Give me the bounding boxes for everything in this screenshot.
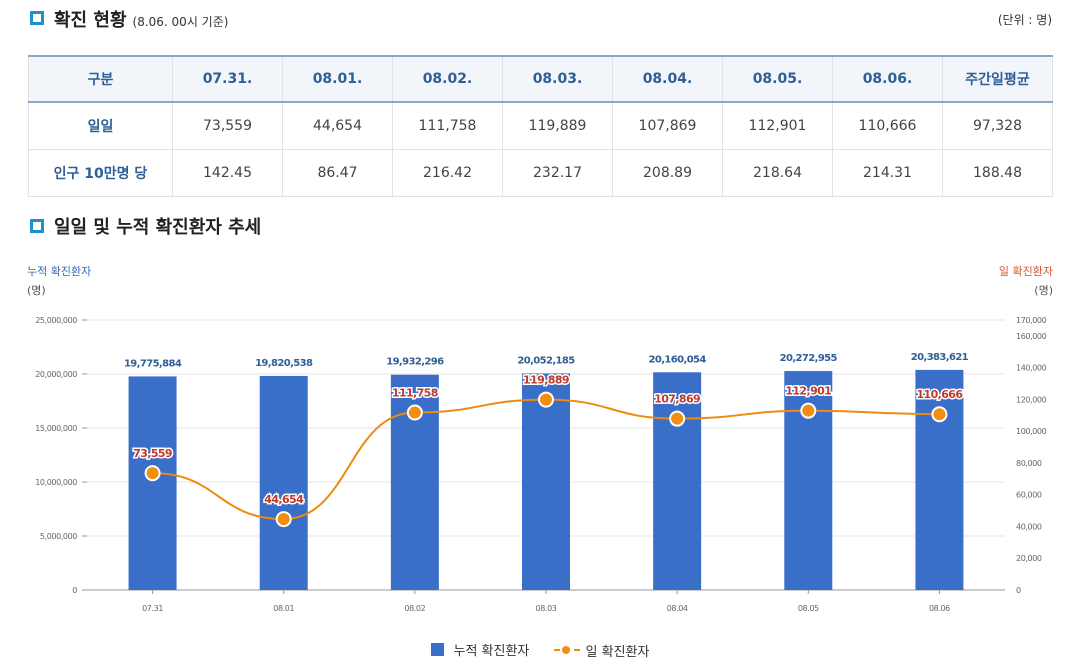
daily-value-label: 44,654 [264,493,304,506]
table-header-cell: 08.06. [832,55,943,103]
bar-value-label: 19,820,538 [255,358,313,369]
left-tick-label: 15,000,000 [35,424,77,433]
daily-cases-point [669,410,686,427]
status-section-title: 확진 현황 (8.06. 00시 기준) [54,6,228,32]
trend-section-title: 일일 및 누적 확진환자 추세 [54,217,262,238]
confirmed-cases-chart: 누적 확진환자 (명) 일 확진환자 (명) 25,000,000 20,000,000 1… [27,264,1053,613]
left-axis-title: 누적 확진환자 [27,265,91,278]
right-tick-label: 100,000 [1016,427,1047,436]
table-row: 일일 73,559 44,654 111,758 119,889 107,869… [28,101,1053,150]
daily-cases-point [800,402,817,419]
bar-cumulative [259,375,308,590]
daily-value-label: 111,758 [392,387,438,400]
table-header-cell: 08.03. [502,55,613,103]
legend-label: 누적 확진환자 [453,644,530,659]
daily-value-label: 73,559 [133,447,172,460]
daily-stats-table: 구분 07.31. 08.01. 08.02. 08.03. 08.04. 08… [28,55,1053,197]
x-tick-label: 08.01 [273,604,294,613]
left-tick-label: 0 [72,586,77,595]
table-cell: 188.48 [942,149,1053,197]
table-cell: 142.45 [172,149,283,197]
legend-bar-swatch [430,643,444,656]
bar-value-label: 19,932,296 [386,357,444,368]
bar-cumulative [915,369,964,590]
daily-cases-point [538,391,554,408]
right-tick-label: 0 [1016,586,1021,595]
table-cell: 216.42 [392,149,503,197]
right-tick-label: 40,000 [1016,522,1042,531]
bar-cumulative [128,376,177,590]
x-tick-label: 08.06 [929,604,950,613]
section-bullet-icon [30,219,44,233]
table-header-cell: 주간일평균 [942,55,1053,103]
daily-value-label: 110,666 [916,388,963,401]
legend-item-cumulative: 누적 확진환자 [430,640,530,659]
left-tick-label: 25,000,000 [35,316,77,325]
bar-cumulative [522,373,570,590]
x-tick-label: 08.03 [536,604,557,613]
legend-line-swatch [553,644,580,656]
table-cell: 97,328 [942,101,1053,150]
table-cell: 86.47 [282,149,393,197]
right-axis-unit: (명) [1034,284,1053,297]
status-title-text: 확진 현황 [54,10,127,31]
table-header-cell: 08.01. [282,55,393,103]
table-cell: 119,889 [502,101,613,150]
status-subtitle: (8.06. 00시 기준) [132,15,229,29]
table-cell: 111,758 [392,101,503,150]
table-header-cell: 08.04. [612,55,723,103]
table-cell: 107,869 [612,101,723,150]
x-tick-label: 08.05 [798,604,819,613]
left-tick-label: 10,000,000 [35,478,77,487]
table-cell: 214.31 [832,149,943,197]
right-tick-label: 170,000 [1016,316,1047,325]
bar-value-label: 20,052,185 [517,355,575,366]
row-label: 일일 [28,101,173,150]
x-tick-label: 08.02 [404,604,425,613]
bar-value-label: 20,383,621 [911,352,969,363]
table-cell: 110,666 [832,101,943,150]
daily-value-label: 119,889 [523,374,569,387]
legend-label: 일 확진환자 [585,644,650,660]
left-tick-label: 5,000,000 [40,532,77,541]
right-tick-label: 80,000 [1016,459,1042,468]
daily-value-label: 107,869 [654,393,700,406]
bar-value-label: 19,775,884 [124,358,182,369]
daily-cases-point [406,404,423,421]
table-row: 인구 10만명 당 142.45 86.47 216.42 232.17 208… [28,149,1053,197]
left-tick-label: 20,000,000 [35,370,77,379]
table-cell: 218.64 [722,149,833,197]
unit-label: (단위 : 명) [997,13,1052,27]
right-axis-title: 일 확진환자 [999,264,1053,278]
daily-cases-point [931,406,948,423]
right-tick-label: 60,000 [1016,491,1042,500]
table-cell: 112,901 [722,101,833,150]
right-tick-label: 120,000 [1016,395,1047,404]
daily-value-label: 112,901 [785,385,831,398]
table-cell: 232.17 [502,149,613,197]
bar-value-label: 20,160,054 [649,354,707,365]
x-tick-label: 07.31 [142,604,163,613]
right-tick-label: 140,000 [1016,364,1047,373]
row-label: 인구 10만명 당 [28,149,173,197]
table-header-cell: 08.02. [392,55,503,103]
right-tick-label: 160,000 [1016,332,1047,341]
daily-cases-point [275,511,292,528]
table-cell: 44,654 [282,101,393,150]
legend-item-daily: 일 확진환자 [553,641,650,660]
table-cell: 73,559 [172,101,283,150]
table-header-cell: 07.31. [172,55,283,103]
table-header-cell: 08.05. [722,55,833,103]
table-cell: 208.89 [612,149,723,197]
table-header-cell: 구분 [28,55,173,103]
chart-legend: 누적 확진환자 일 확진환자 [0,640,1080,660]
bar-cumulative [653,372,702,590]
right-tick-label: 20,000 [1016,554,1042,563]
section-bullet-icon [30,11,44,25]
daily-cases-point [144,465,161,482]
x-tick-label: 08.04 [667,604,688,613]
left-axis-unit: (명) [27,284,46,297]
bar-value-label: 20,272,955 [780,353,838,364]
table-header-row: 구분 07.31. 08.01. 08.02. 08.03. 08.04. 08… [28,55,1053,103]
